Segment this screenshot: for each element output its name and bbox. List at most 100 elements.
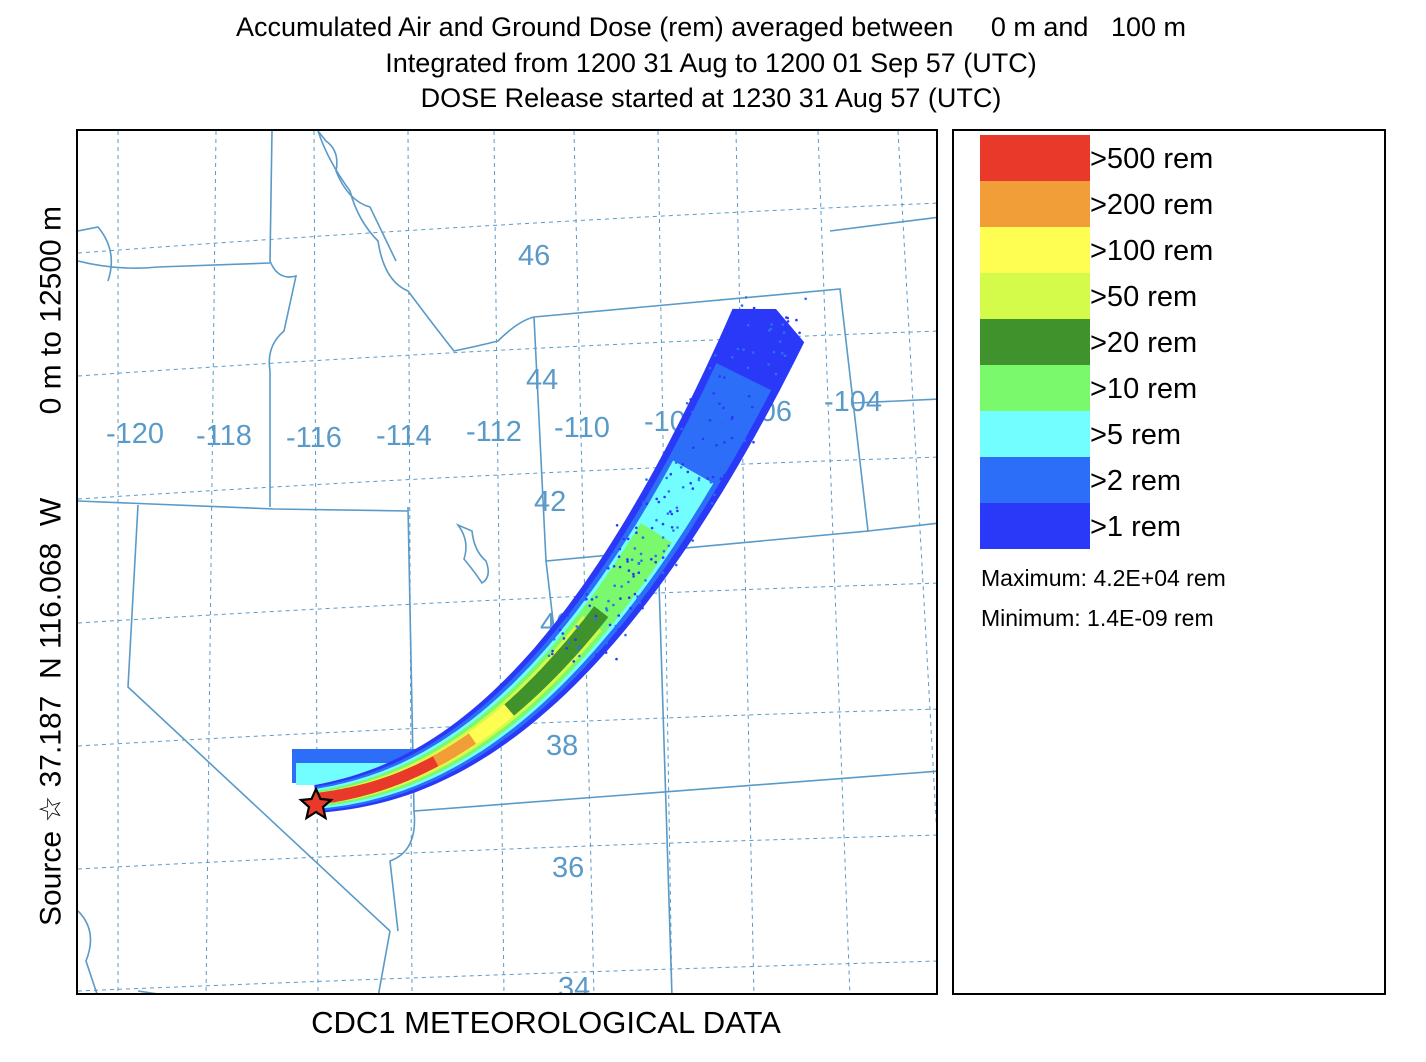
legend-swatch xyxy=(980,135,1090,181)
legend-entry: >500 rem xyxy=(980,135,1380,181)
parallel-line xyxy=(78,835,938,869)
plume-particle xyxy=(690,459,693,462)
plume-particle xyxy=(651,527,654,530)
plume-particle xyxy=(783,331,786,334)
lat-label: 46 xyxy=(518,240,550,272)
legend-entry: >10 rem xyxy=(980,365,1380,411)
plume-particle xyxy=(691,411,694,414)
plume-particle xyxy=(662,470,665,473)
minimum-value: Minimum: 1.4E-09 rem xyxy=(981,605,1214,632)
title-line-2: Integrated from 1200 31 Aug to 1200 01 S… xyxy=(0,48,1424,78)
plume-particle xyxy=(638,571,641,574)
plume-particle xyxy=(619,548,622,551)
plume-particle xyxy=(654,555,657,558)
plume-particle xyxy=(762,392,765,395)
plume-particle xyxy=(640,559,643,562)
plume-particle xyxy=(644,579,647,582)
plume-particle xyxy=(662,571,665,574)
plume-particle xyxy=(562,632,565,635)
plume-particle xyxy=(726,412,729,415)
lat-label: 34 xyxy=(558,972,590,995)
plume-particle xyxy=(578,655,581,658)
legend-label: >50 rem xyxy=(1090,281,1197,314)
plume-particle xyxy=(795,319,798,322)
plume-particle xyxy=(635,527,638,530)
plume-particle xyxy=(686,402,689,405)
plume-particle xyxy=(721,433,724,436)
plume-particle xyxy=(746,356,749,359)
plume-particle xyxy=(723,474,726,477)
plume-particle xyxy=(635,531,638,534)
plume-particle xyxy=(654,561,657,564)
plume-particle xyxy=(745,350,748,353)
plume-particle xyxy=(642,536,645,539)
plume-particle xyxy=(655,498,658,501)
lat-label: 42 xyxy=(534,486,566,518)
legend-swatch xyxy=(980,411,1090,457)
parallel-line xyxy=(78,961,938,991)
plume-particle xyxy=(559,629,562,632)
plume-particle xyxy=(732,382,735,385)
plume-particle xyxy=(698,477,701,480)
plume-particle xyxy=(595,615,598,618)
lat-label: 36 xyxy=(552,852,584,884)
plume-particle xyxy=(706,477,709,480)
plume-particle xyxy=(689,398,692,401)
plume-particle xyxy=(744,339,747,342)
plume-particle xyxy=(662,523,665,526)
plume-particle xyxy=(578,645,581,648)
maximum-value: Maximum: 4.2E+04 rem xyxy=(981,565,1226,592)
plume-particle xyxy=(767,363,770,366)
dose-legend: >500 rem >200 rem >100 rem >50 rem >20 rem >1… xyxy=(952,129,1386,995)
plume-particle xyxy=(715,386,718,389)
plume-particle xyxy=(714,354,717,357)
plume-particle xyxy=(588,605,591,608)
plume-particle xyxy=(741,304,744,307)
plume-particle xyxy=(798,332,801,335)
lon-label: -120 xyxy=(106,418,164,450)
plume-particle xyxy=(622,538,625,541)
parallel-line xyxy=(78,583,938,623)
map-panel[interactable]: -120 -118 -116 -114 -112 -110 -108 -106 … xyxy=(76,129,938,995)
plume-particle xyxy=(627,538,630,541)
legend-label: >1 rem xyxy=(1090,511,1181,544)
plume-particle xyxy=(731,416,734,419)
legend-swatch xyxy=(980,503,1090,549)
lat-label: 44 xyxy=(526,364,558,396)
plume-particle xyxy=(575,625,578,628)
plume-particle xyxy=(670,473,673,476)
plume-particle xyxy=(617,614,620,617)
plume-particle xyxy=(669,510,672,513)
legend-label: >5 rem xyxy=(1090,419,1181,452)
legend-entry: >20 rem xyxy=(980,319,1380,365)
state-borders xyxy=(78,131,938,995)
plume-particle xyxy=(773,351,776,354)
plume-particle xyxy=(619,566,622,569)
plume-particle xyxy=(682,463,685,466)
legend-swatch xyxy=(980,273,1090,319)
plume-particle xyxy=(739,352,742,355)
plume-particle xyxy=(687,410,690,413)
plume-particle xyxy=(675,461,678,464)
meridian-line xyxy=(494,131,504,995)
plume-particle xyxy=(686,531,689,534)
parallel-line xyxy=(78,331,938,376)
plume-particle xyxy=(646,502,649,505)
plume-particle xyxy=(723,441,726,444)
plume-particle xyxy=(655,519,658,522)
plume-particle xyxy=(577,648,580,651)
plume-particle xyxy=(551,653,554,656)
plume-particle xyxy=(595,596,598,599)
plume-particle xyxy=(682,486,685,489)
plume-particle xyxy=(784,354,787,357)
plume-particle xyxy=(713,392,716,395)
plume-particle xyxy=(640,553,643,556)
parallel-line xyxy=(78,203,938,253)
plume-particle xyxy=(568,642,571,645)
lat-label: 38 xyxy=(546,730,578,762)
legend-entry: >2 rem xyxy=(980,457,1380,503)
plume-particle xyxy=(605,651,608,654)
plume-particle xyxy=(676,510,679,513)
plume-particle xyxy=(634,593,637,596)
plume-particle xyxy=(702,438,705,441)
